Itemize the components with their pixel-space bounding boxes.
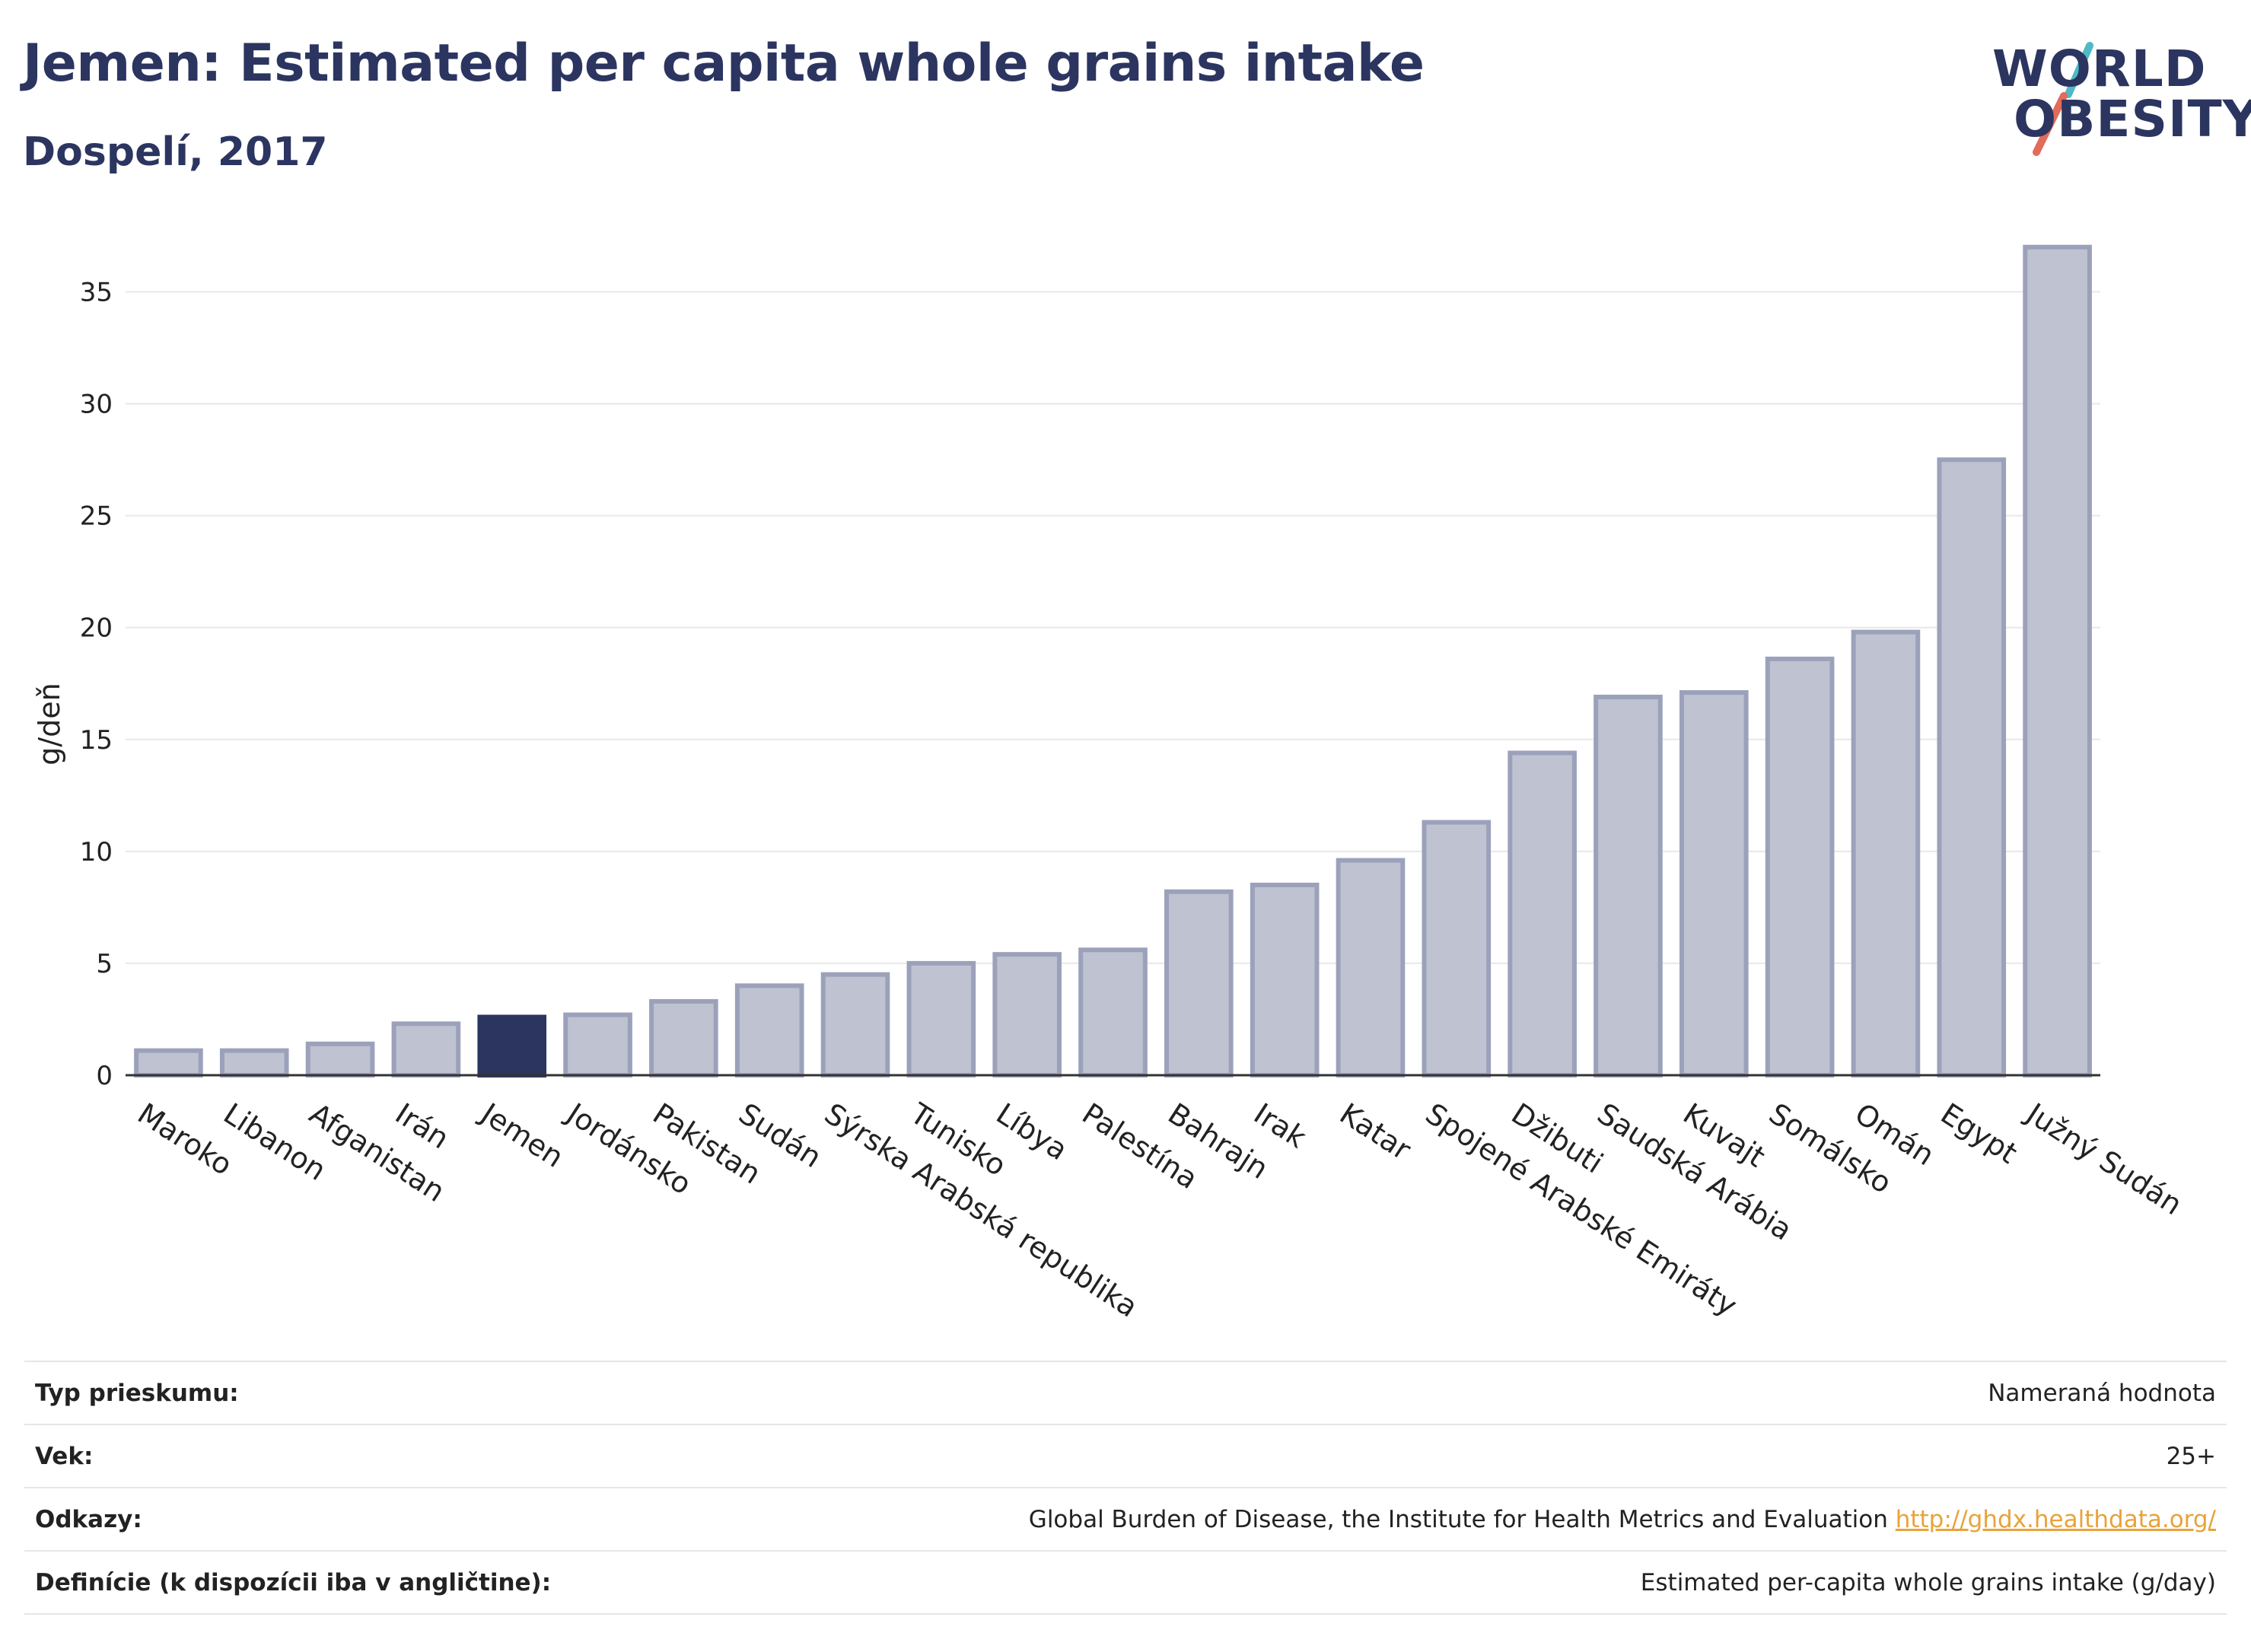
metadata-row: Vek: 25+ <box>24 1424 2227 1488</box>
metadata-value-text: Global Burden of Disease, the Institute … <box>1028 1505 1888 1533</box>
y-tick-label: 10 <box>80 837 113 867</box>
bar-libanon <box>219 1048 289 1078</box>
bar-irak <box>1250 882 1320 1078</box>
y-tick-label: 0 <box>96 1061 113 1091</box>
bar-kuvajt <box>1679 690 1749 1077</box>
x-tick-label: Katar <box>1334 1097 1417 1167</box>
bar-džibuti <box>1508 750 1577 1077</box>
logo-word-world: WORLD <box>1992 40 2207 98</box>
bar-pakistan <box>649 998 718 1078</box>
bars <box>134 244 2092 1078</box>
metadata-value: Nameraná hodnota <box>702 1361 2227 1424</box>
bar-jordánsko <box>563 1012 632 1077</box>
chart-title: Jemen: Estimated per capita whole grains… <box>23 33 1425 94</box>
bar-maroko <box>134 1048 203 1078</box>
logo-word-obesity: OBESITY <box>2014 90 2251 148</box>
bar-irán <box>391 1021 461 1078</box>
metadata-value-text: Nameraná hodnota <box>1988 1379 2216 1407</box>
x-tick-label: Južný Sudán <box>2020 1096 2189 1221</box>
metadata-row: Definície (k dispozícii iba v angličtine… <box>24 1551 2227 1614</box>
bar-tunisko <box>906 960 976 1078</box>
bar-egypt <box>1937 457 2007 1077</box>
logo-slash-icon <box>2033 42 2093 156</box>
bar-somálsko <box>1765 656 1835 1077</box>
x-tick-label: Jemen <box>474 1096 570 1174</box>
bar-chart: 0 5 10 15 20 25 30 35 MarokoLibanonAfganistanIr… <box>33 244 2188 1324</box>
metadata-value: 25+ <box>702 1424 2227 1488</box>
metadata-label: Typ prieskumu: <box>35 1379 239 1407</box>
metadata-value: Estimated per-capita whole grains intake… <box>702 1551 2227 1614</box>
bar-katar <box>1336 858 1406 1078</box>
gridlines <box>126 291 2100 964</box>
bar-omán <box>1851 629 1921 1077</box>
bar-líbya <box>992 952 1062 1078</box>
metadata-value-text: 25+ <box>2166 1442 2216 1470</box>
y-tick-label: 15 <box>80 725 113 756</box>
bar-spojené-arabské-emiráty <box>1422 820 1492 1077</box>
bar-afganistan <box>305 1041 375 1077</box>
y-axis-ticks: 0 5 10 15 20 25 30 35 <box>80 278 113 1091</box>
bar-saudská-arábia <box>1594 694 1663 1077</box>
source-link[interactable]: http://ghdx.healthdata.org/ <box>1895 1505 2216 1533</box>
metadata-value-text: Estimated per-capita whole grains intake… <box>1640 1568 2216 1596</box>
bar-sýrska-arabská-republika <box>820 972 890 1078</box>
y-tick-label: 20 <box>80 613 113 644</box>
metadata-row: Typ prieskumu: Nameraná hodnota <box>24 1361 2227 1424</box>
bar-palestína <box>1078 947 1148 1077</box>
metadata-label: Odkazy: <box>35 1505 142 1533</box>
bar-južný-sudán <box>2023 244 2092 1077</box>
y-tick-label: 30 <box>80 390 113 420</box>
metadata-value: Global Burden of Disease, the Institute … <box>702 1488 2227 1551</box>
y-tick-label: 5 <box>96 949 113 979</box>
x-tick-label: Egypt <box>1935 1097 2023 1170</box>
bar-sudán <box>734 983 804 1078</box>
x-tick-label: Irak <box>1248 1097 1312 1154</box>
y-axis-label: g/deň <box>33 683 66 766</box>
metadata-row: Odkazy: Global Burden of Disease, the Ins… <box>24 1488 2227 1551</box>
world-obesity-logo: WORLD OBESITY <box>1979 23 2251 160</box>
chart-subtitle: Dospelí, 2017 <box>23 129 328 175</box>
bar-jemen <box>477 1014 547 1078</box>
metadata-label: Definície (k dispozícii iba v angličtine… <box>35 1568 552 1596</box>
metadata-table: Typ prieskumu: Nameraná hodnota Vek: 25+ Odk… <box>24 1361 2227 1615</box>
bar-bahrajn <box>1164 889 1234 1077</box>
metadata-label: Vek: <box>35 1442 94 1470</box>
y-tick-label: 25 <box>80 501 113 532</box>
y-tick-label: 35 <box>80 278 113 308</box>
x-tick-label: Maroko <box>132 1097 238 1182</box>
